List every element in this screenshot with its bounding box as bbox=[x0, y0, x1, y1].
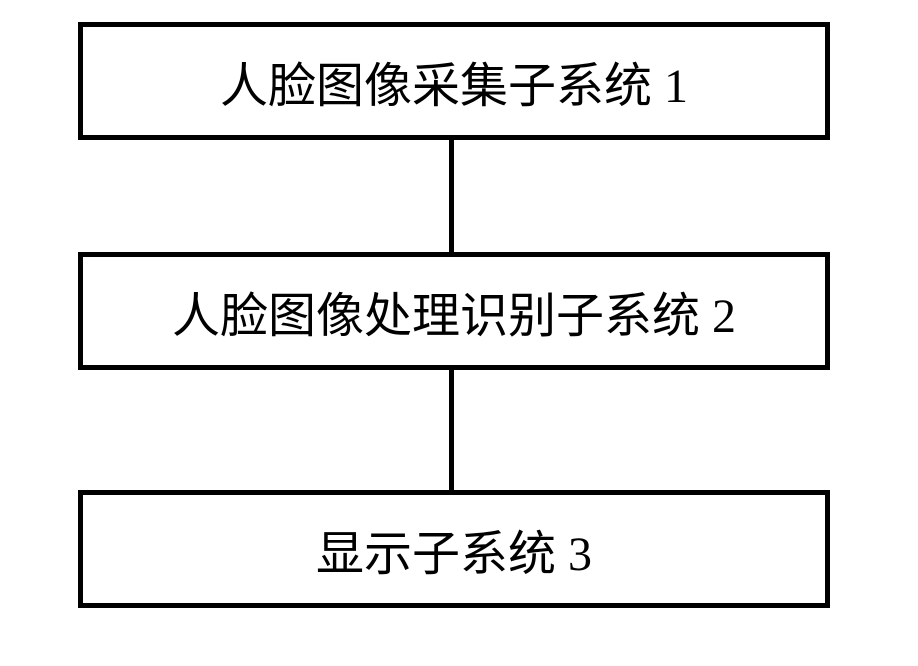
flowchart-edge bbox=[449, 370, 454, 490]
flowchart-node: 人脸图像采集子系统 1 bbox=[78, 22, 830, 140]
flowchart-canvas: 人脸图像采集子系统 1 人脸图像处理识别子系统 2 显示子系统 3 bbox=[0, 0, 918, 666]
flowchart-node: 显示子系统 3 bbox=[78, 490, 830, 608]
node-label: 显示子系统 3 bbox=[316, 514, 592, 584]
node-label: 人脸图像采集子系统 1 bbox=[220, 46, 688, 116]
flowchart-edge bbox=[449, 140, 454, 252]
flowchart-node: 人脸图像处理识别子系统 2 bbox=[78, 252, 830, 370]
node-label: 人脸图像处理识别子系统 2 bbox=[172, 276, 736, 346]
